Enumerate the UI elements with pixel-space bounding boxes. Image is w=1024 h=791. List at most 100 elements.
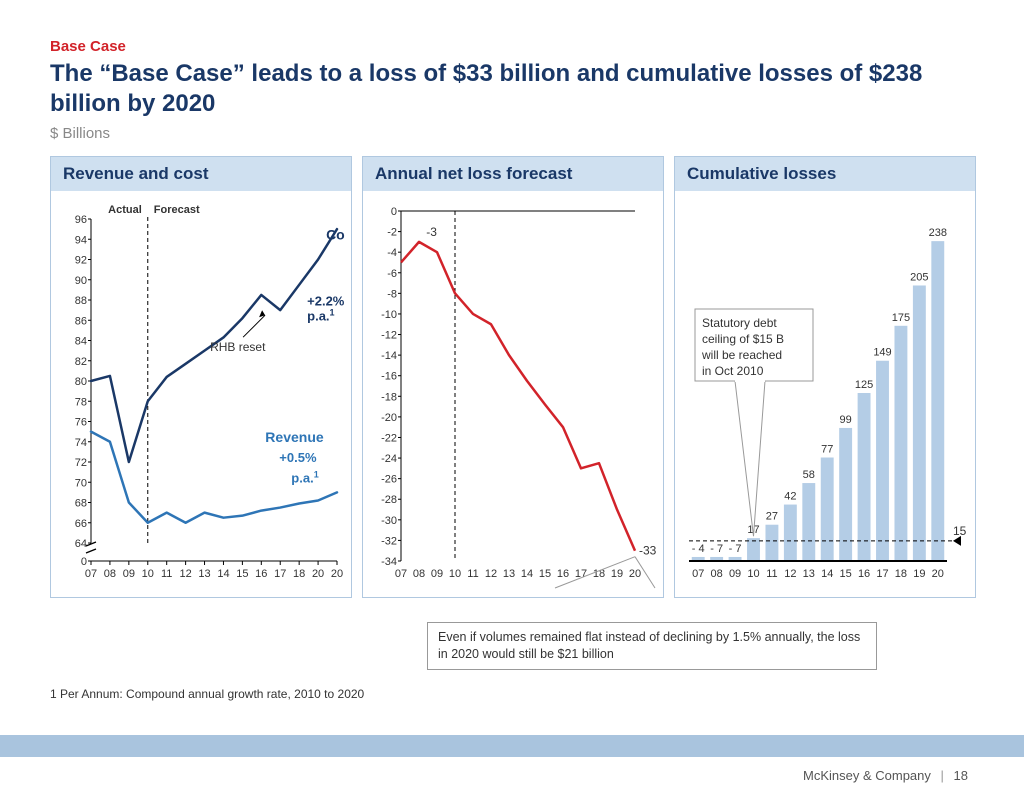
svg-text:-8: -8 <box>387 288 397 300</box>
svg-text:p.a.1: p.a.1 <box>291 469 318 485</box>
svg-text:ceiling of $15 B: ceiling of $15 B <box>702 332 784 346</box>
svg-text:15: 15 <box>840 568 852 580</box>
svg-text:-22: -22 <box>381 432 397 444</box>
svg-text:68: 68 <box>75 498 87 510</box>
svg-text:18: 18 <box>895 568 907 580</box>
chart-cumulative-losses: Cumulative losses - 4- 7- 71727425877991… <box>674 156 976 598</box>
svg-text:07: 07 <box>692 568 704 580</box>
svg-text:10: 10 <box>142 568 154 580</box>
svg-text:09: 09 <box>431 568 443 580</box>
svg-text:-28: -28 <box>381 494 397 506</box>
svg-text:125: 125 <box>855 379 873 391</box>
svg-text:in Oct 2010: in Oct 2010 <box>702 364 764 378</box>
svg-text:64: 64 <box>75 538 87 550</box>
svg-text:Cost: Cost <box>326 226 345 242</box>
footer: McKinsey & Company | 18 <box>803 768 968 783</box>
page-title: The “Base Case” leads to a loss of $33 b… <box>50 59 974 119</box>
charts-row: Revenue and cost 06466687072747678808284… <box>50 156 974 598</box>
svg-text:17: 17 <box>274 568 286 580</box>
svg-text:-32: -32 <box>381 535 397 547</box>
svg-text:66: 66 <box>75 518 87 530</box>
svg-text:96: 96 <box>75 214 87 226</box>
svg-text:17: 17 <box>876 568 888 580</box>
svg-text:20: 20 <box>932 568 944 580</box>
svg-text:15: 15 <box>953 524 967 538</box>
svg-text:18: 18 <box>293 568 305 580</box>
svg-text:- 7: - 7 <box>710 543 723 555</box>
svg-text:238: 238 <box>929 227 947 239</box>
svg-text:78: 78 <box>75 396 87 408</box>
svg-text:-30: -30 <box>381 515 397 527</box>
chart-title: Cumulative losses <box>675 157 975 191</box>
svg-text:09: 09 <box>123 568 135 580</box>
chart-svg-annual-loss: 0-2-4-6-8-10-12-14-16-18-20-22-24-26-28-… <box>369 199 657 589</box>
svg-text:will be reached: will be reached <box>701 348 782 362</box>
svg-text:13: 13 <box>803 568 815 580</box>
svg-text:Revenue: Revenue <box>265 429 324 445</box>
svg-text:16: 16 <box>255 568 267 580</box>
svg-text:-12: -12 <box>381 330 397 342</box>
svg-text:70: 70 <box>75 477 87 489</box>
footer-page: 18 <box>954 768 968 783</box>
svg-text:18: 18 <box>593 568 605 580</box>
svg-text:149: 149 <box>873 347 891 359</box>
svg-text:0: 0 <box>391 206 397 218</box>
svg-text:20: 20 <box>629 568 641 580</box>
svg-text:-26: -26 <box>381 474 397 486</box>
svg-text:-10: -10 <box>381 309 397 321</box>
svg-text:09: 09 <box>729 568 741 580</box>
svg-text:Actual: Actual <box>108 204 142 216</box>
svg-text:88: 88 <box>75 295 87 307</box>
svg-text:12: 12 <box>784 568 796 580</box>
svg-text:-14: -14 <box>381 350 397 362</box>
svg-text:58: 58 <box>803 469 815 481</box>
svg-text:15: 15 <box>539 568 551 580</box>
svg-text:-33: -33 <box>639 544 657 558</box>
svg-text:20: 20 <box>312 568 324 580</box>
svg-text:-2: -2 <box>387 227 397 239</box>
svg-text:16: 16 <box>858 568 870 580</box>
svg-text:Statutory debt: Statutory debt <box>702 316 777 330</box>
svg-text:99: 99 <box>840 414 852 426</box>
svg-text:-20: -20 <box>381 412 397 424</box>
svg-text:80: 80 <box>75 376 87 388</box>
svg-text:42: 42 <box>784 491 796 503</box>
svg-text:p.a.1: p.a.1 <box>307 307 334 323</box>
svg-text:19: 19 <box>611 568 623 580</box>
svg-text:11: 11 <box>161 568 172 580</box>
chart-title: Revenue and cost <box>51 157 351 191</box>
svg-text:11: 11 <box>467 568 478 580</box>
svg-text:76: 76 <box>75 417 87 429</box>
svg-text:90: 90 <box>75 275 87 287</box>
kicker: Base Case <box>50 38 974 55</box>
svg-text:07: 07 <box>395 568 407 580</box>
svg-text:86: 86 <box>75 315 87 327</box>
chart-title: Annual net loss forecast <box>363 157 663 191</box>
svg-text:12: 12 <box>485 568 497 580</box>
svg-text:19: 19 <box>913 568 925 580</box>
svg-text:Forecast: Forecast <box>154 204 200 216</box>
svg-text:08: 08 <box>711 568 723 580</box>
svg-text:+2.2%: +2.2% <box>307 293 345 308</box>
footnote: 1 Per Annum: Compound annual growth rate… <box>50 687 364 701</box>
svg-text:20: 20 <box>331 568 343 580</box>
svg-text:-4: -4 <box>387 247 397 259</box>
svg-text:-24: -24 <box>381 453 397 465</box>
svg-text:74: 74 <box>75 437 87 449</box>
svg-text:16: 16 <box>557 568 569 580</box>
footer-company: McKinsey & Company <box>803 768 931 783</box>
svg-text:-16: -16 <box>381 371 397 383</box>
chart-svg-revenue-cost: 0646668707274767880828486889092949607080… <box>57 199 345 589</box>
svg-text:14: 14 <box>821 568 833 580</box>
svg-text:94: 94 <box>75 234 87 246</box>
svg-text:13: 13 <box>503 568 515 580</box>
svg-text:72: 72 <box>75 457 87 469</box>
svg-text:11: 11 <box>766 568 777 580</box>
svg-text:-6: -6 <box>387 268 397 280</box>
svg-text:0: 0 <box>81 556 87 568</box>
footer-bar <box>0 735 1024 757</box>
footer-separator: | <box>941 768 944 783</box>
svg-text:92: 92 <box>75 255 87 267</box>
svg-text:RHB reset: RHB reset <box>210 340 266 354</box>
svg-text:82: 82 <box>75 356 87 368</box>
